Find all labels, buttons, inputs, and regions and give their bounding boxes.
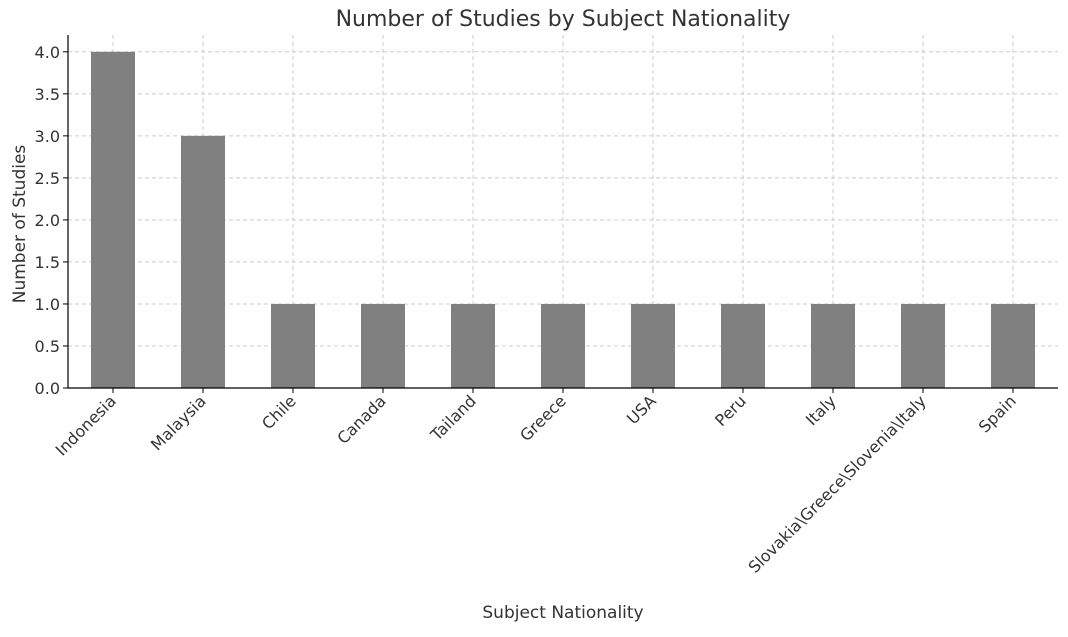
x-tick-label: Slovakia\Greece\Slovenia\Italy	[744, 391, 929, 576]
y-tick-label: 2.5	[35, 169, 60, 188]
x-tick-label: Italy	[802, 391, 840, 429]
x-tick-label: Peru	[711, 391, 750, 430]
x-tick-label: Indonesia	[52, 391, 120, 459]
bar-greece	[541, 303, 585, 388]
y-tick-label: 1.0	[35, 295, 60, 314]
y-tick-label: 3.0	[35, 127, 60, 146]
bars-layer	[91, 51, 1035, 389]
bar-indonesia	[91, 51, 135, 389]
axes-layer	[63, 35, 1058, 393]
x-tick-label: Canada	[333, 391, 389, 447]
y-tick-label: 3.5	[35, 85, 60, 104]
x-tick-label: USA	[623, 391, 660, 428]
y-tick-label: 0.0	[35, 379, 60, 398]
bar-chile	[271, 303, 315, 388]
y-tick-label: 0.5	[35, 337, 60, 356]
x-axis-title: Subject Nationality	[482, 603, 643, 623]
x-tick-label: Chile	[258, 391, 300, 433]
chart-title: Number of Studies by Subject Nationality	[336, 7, 791, 32]
x-tick-label: Greece	[516, 391, 570, 445]
bar-peru	[721, 303, 765, 388]
x-tick-label: Tailand	[426, 391, 480, 445]
y-tick-label: 1.5	[35, 253, 60, 272]
bar-tailand	[451, 303, 495, 388]
bar-slovakia-greece-slovenia-italy	[901, 303, 945, 388]
x-tick-label: Spain	[975, 391, 1020, 436]
y-tick-label: 4.0	[35, 43, 60, 62]
y-tick-label: 2.0	[35, 211, 60, 230]
bar-spain	[991, 303, 1035, 388]
bar-usa	[631, 303, 675, 388]
bar-italy	[811, 303, 855, 388]
x-tick-label: Malaysia	[147, 391, 210, 454]
bar-malaysia	[181, 135, 225, 388]
bar-canada	[361, 303, 405, 388]
y-axis-title: Number of Studies	[10, 145, 30, 304]
